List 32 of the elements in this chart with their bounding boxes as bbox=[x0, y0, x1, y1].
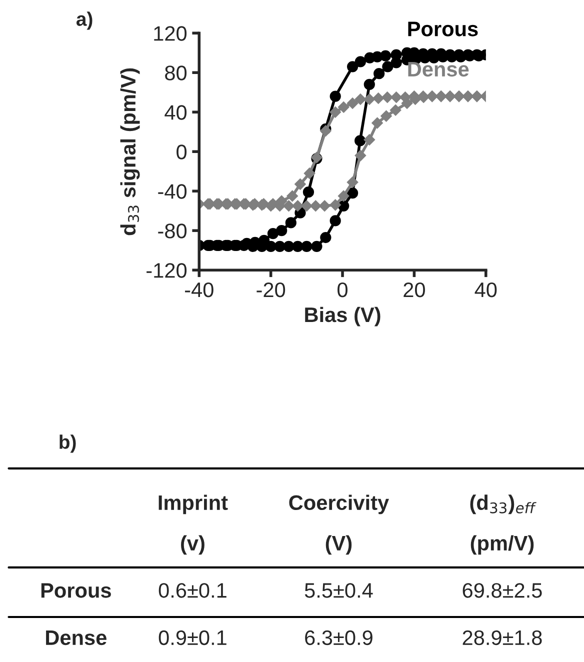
text: 69.8±2.5 bbox=[462, 583, 542, 598]
text: Imprint bbox=[158, 494, 228, 514]
text: (pm/V) bbox=[470, 535, 534, 555]
text: 5.5±0.4 bbox=[304, 583, 373, 598]
text: (v) bbox=[181, 535, 204, 555]
text: 6.3±0.9 bbox=[305, 630, 372, 646]
text: Dense bbox=[46, 630, 106, 646]
y-axis-title: d$_{33}$ signal (pm/V) bbox=[120, 68, 140, 236]
text: (d$_{33}$)$_{eff}$ bbox=[470, 494, 536, 514]
series-label: Porous bbox=[408, 22, 478, 36]
text: 0.6±0.1 bbox=[158, 583, 226, 598]
x-axis-title: Bias (V) bbox=[305, 306, 380, 326]
text: Coercivity bbox=[289, 494, 389, 514]
y-tick-label: -40 bbox=[158, 184, 187, 199]
series-label: Dense bbox=[408, 62, 469, 77]
y-tick-label: 80 bbox=[165, 66, 187, 80]
y-tick-label: -120 bbox=[146, 263, 187, 278]
x-tick-label: -20 bbox=[256, 282, 286, 298]
x-tick-label: 20 bbox=[404, 282, 425, 298]
y-tick-label: 40 bbox=[164, 105, 187, 120]
chart-title: a) bbox=[76, 12, 92, 30]
text: b) bbox=[60, 434, 76, 453]
x-tick-label: 0 bbox=[338, 282, 348, 298]
x-tick-label: -40 bbox=[185, 282, 214, 298]
text: Porous bbox=[41, 583, 111, 598]
y-tick-label: 120 bbox=[154, 26, 187, 41]
text: (V) bbox=[326, 535, 352, 555]
y-tick-label: -80 bbox=[158, 224, 187, 238]
x-tick-label: 40 bbox=[474, 282, 497, 298]
text: 0.9±0.1 bbox=[158, 630, 226, 646]
y-tick-label: 0 bbox=[176, 144, 187, 160]
text: 28.9±1.8 bbox=[462, 630, 542, 646]
